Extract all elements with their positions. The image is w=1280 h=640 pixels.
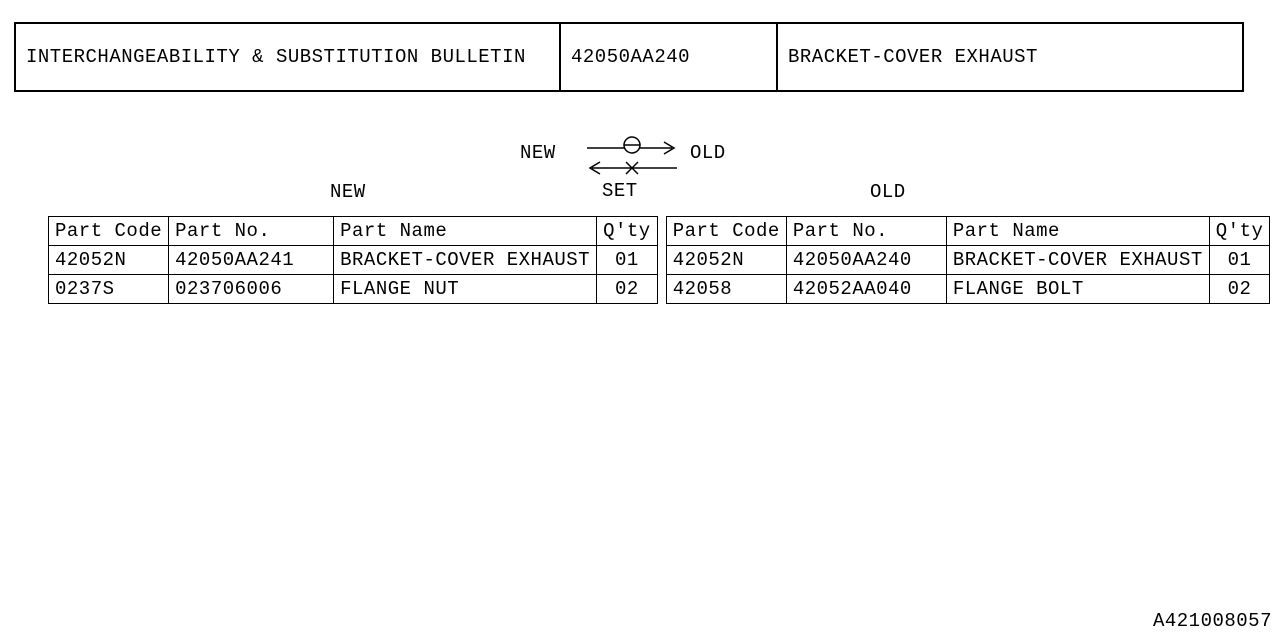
cell-part-name: BRACKET-COVER EXHAUST	[334, 246, 597, 275]
cell-qty: 02	[597, 275, 658, 304]
cell-qty: 01	[597, 246, 658, 275]
bulletin-title: INTERCHANGEABILITY & SUBSTITUTION BULLET…	[16, 24, 561, 90]
document-number: A421008057	[1153, 610, 1272, 632]
cell-part-code: 42052N	[666, 246, 786, 275]
cell-part-name: BRACKET-COVER EXHAUST	[946, 246, 1209, 275]
table-header-row: Part Code Part No. Part Name Q'ty	[49, 217, 658, 246]
cell-qty: 02	[1209, 275, 1270, 304]
col-part-code: Part Code	[49, 217, 169, 246]
old-parts-table: Part Code Part No. Part Name Q'ty 42052N…	[666, 216, 1271, 304]
col-part-name: Part Name	[946, 217, 1209, 246]
col-part-no: Part No.	[786, 217, 946, 246]
col-part-name: Part Name	[334, 217, 597, 246]
table-row: 42058 42052AA040 FLANGE BOLT 02	[666, 275, 1270, 304]
cell-part-code: 42058	[666, 275, 786, 304]
col-qty: Q'ty	[597, 217, 658, 246]
bulletin-partname: BRACKET-COVER EXHAUST	[778, 24, 1242, 90]
interchange-diagram: NEW OLD SET	[520, 130, 750, 200]
bulletin-header: INTERCHANGEABILITY & SUBSTITUTION BULLET…	[14, 22, 1244, 92]
diagram-new-label: NEW	[520, 142, 556, 164]
parts-tables: Part Code Part No. Part Name Q'ty 42052N…	[48, 216, 1270, 304]
cell-part-code: 42052N	[49, 246, 169, 275]
col-part-no: Part No.	[169, 217, 334, 246]
bulletin-partno: 42050AA240	[561, 24, 778, 90]
cell-part-no: 023706006	[169, 275, 334, 304]
cell-part-no: 42052AA040	[786, 275, 946, 304]
diagram-old-label: OLD	[690, 142, 726, 164]
section-heading-new: NEW	[330, 181, 366, 203]
section-heading-old: OLD	[870, 181, 906, 203]
cell-part-no: 42050AA240	[786, 246, 946, 275]
table-header-row: Part Code Part No. Part Name Q'ty	[666, 217, 1270, 246]
table-row: 42052N 42050AA240 BRACKET-COVER EXHAUST …	[666, 246, 1270, 275]
table-gap	[658, 216, 666, 304]
table-row: 0237S 023706006 FLANGE NUT 02	[49, 275, 658, 304]
table-row: 42052N 42050AA241 BRACKET-COVER EXHAUST …	[49, 246, 658, 275]
cell-qty: 01	[1209, 246, 1270, 275]
col-qty: Q'ty	[1209, 217, 1270, 246]
col-part-code: Part Code	[666, 217, 786, 246]
cell-part-name: FLANGE BOLT	[946, 275, 1209, 304]
cell-part-code: 0237S	[49, 275, 169, 304]
cell-part-name: FLANGE NUT	[334, 275, 597, 304]
interchange-arrows-icon	[582, 130, 682, 190]
new-parts-table: Part Code Part No. Part Name Q'ty 42052N…	[48, 216, 658, 304]
cell-part-no: 42050AA241	[169, 246, 334, 275]
